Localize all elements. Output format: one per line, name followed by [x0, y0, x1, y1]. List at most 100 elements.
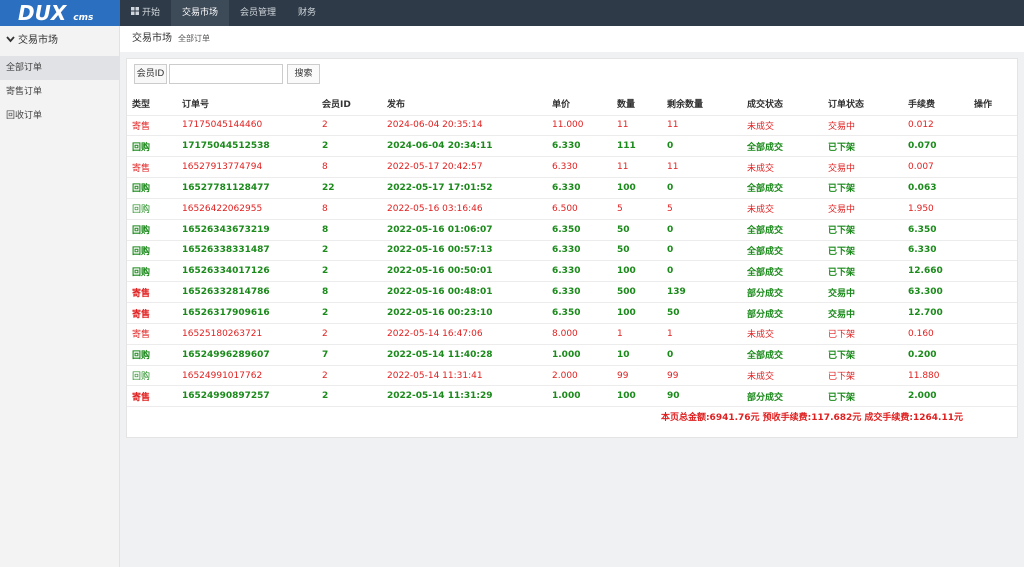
summary: 本页总金额:6941.76元 预收手续费:117.682元 成交手续费:1264…	[660, 413, 963, 423]
cell: 寄售	[127, 115, 177, 137]
column-header: 订单状态	[823, 93, 903, 116]
cell: 0	[662, 177, 742, 199]
cell: 回购	[127, 240, 177, 262]
sidebar-item[interactable]: 寄售订单	[6, 87, 43, 97]
cell: 回购	[127, 365, 177, 387]
cell: 全部成交	[742, 219, 823, 241]
windows-icon	[131, 7, 139, 15]
cell: 12.700	[903, 302, 969, 324]
cell: 寄售	[127, 302, 177, 324]
cell: 回购	[127, 198, 177, 220]
cell: 2	[317, 240, 382, 262]
sidebar-item[interactable]: 全部订单	[0, 56, 119, 80]
cell: 2	[317, 135, 382, 158]
cell: 0	[662, 344, 742, 366]
cell: 99	[662, 365, 742, 387]
cell: 8	[317, 198, 382, 220]
header-row: 类型 订单号 会员ID 发布 单价 数量 剩余数量 成交状态 订单状态 手续费 操作	[127, 93, 1017, 116]
cell: 11.880	[903, 365, 969, 387]
action-cell	[969, 219, 1017, 241]
order-row: 寄售 16524990897257 2 2022-05-14 11:31:29 1.00…	[127, 385, 1017, 408]
cell: 0.200	[903, 344, 969, 366]
cell: 已下架	[823, 385, 903, 408]
cell: 2024-06-04 20:34:11	[382, 135, 547, 158]
cell: 2	[317, 323, 382, 345]
search-label: 会员ID	[134, 64, 167, 84]
cell: 未成交	[742, 198, 823, 220]
cell: 全部成交	[742, 344, 823, 366]
order-row: 回购 16524991017762 2 2022-05-14 11:31:41 2.00…	[127, 365, 1017, 387]
nav-item[interactable]: 交易市场	[171, 0, 230, 26]
nav-item[interactable]: 会员管理	[240, 8, 277, 18]
order-row: 寄售 16527913774794 8 2022-05-17 20:42:57 6.33…	[127, 156, 1017, 179]
action-cell	[969, 156, 1017, 179]
sidebar-item[interactable]: 回收订单	[6, 111, 43, 121]
cell: 寄售	[127, 281, 177, 304]
cell: 寄售	[127, 156, 177, 179]
cell: 99	[612, 365, 662, 387]
order-row: 回购 16527781128477 22 2022-05-17 17:01:52 6.3…	[127, 177, 1017, 199]
cell: 已下架	[823, 135, 903, 158]
cell: 111	[612, 135, 662, 158]
nav-item[interactable]: 财务	[298, 8, 317, 18]
cell: 12.660	[903, 260, 969, 283]
cell: 0	[662, 219, 742, 241]
cell: 已下架	[823, 344, 903, 366]
cell: 0.160	[903, 323, 969, 345]
cell: 2	[317, 365, 382, 387]
cell: 2022-05-16 01:06:07	[382, 219, 547, 241]
cell: 0.007	[903, 156, 969, 179]
cell: 回购	[127, 219, 177, 241]
search-button[interactable]: 搜索	[287, 64, 320, 84]
cell: 100	[612, 260, 662, 283]
cell: 63.300	[903, 281, 969, 304]
column-header: 发布	[382, 93, 547, 116]
cell: 17175045144460	[177, 115, 317, 137]
logo[interactable]: DUX cms	[0, 0, 120, 26]
cell: 2022-05-16 00:23:10	[382, 302, 547, 324]
action-cell	[969, 115, 1017, 137]
cell: 139	[662, 281, 742, 304]
cell: 16526422062955	[177, 198, 317, 220]
breadcrumb: 交易市场 全部订单	[120, 26, 1024, 52]
cell: 2	[317, 385, 382, 408]
cell: 100	[612, 302, 662, 324]
search-input[interactable]	[169, 64, 283, 84]
nav-item[interactable]: 开始	[120, 0, 171, 26]
cell: 1.000	[547, 385, 612, 408]
breadcrumb-title: 交易市场	[132, 33, 172, 44]
breadcrumb-sub: 全部订单	[178, 34, 210, 43]
order-row: 寄售 17175045144460 2 2024-06-04 20:35:14 11.0…	[127, 115, 1017, 137]
cell: 寄售	[127, 323, 177, 345]
cell: 全部成交	[742, 177, 823, 199]
nav: 开始 交易市场 会员管理 财务	[120, 0, 327, 26]
column-header: 成交状态	[742, 93, 823, 116]
cell: 22	[317, 177, 382, 199]
cell: 5	[612, 198, 662, 220]
cell: 50	[612, 240, 662, 262]
cell: 0	[662, 135, 742, 158]
cell: 回购	[127, 260, 177, 283]
sidebar-title[interactable]: 交易市场	[0, 26, 119, 56]
top-bar: DUX cms 开始 交易市场 会员管理 财务	[0, 0, 1024, 26]
cell: 全部成交	[742, 135, 823, 158]
cell: 回购	[127, 177, 177, 199]
cell: 全部成交	[742, 240, 823, 262]
action-cell	[969, 344, 1017, 366]
cell: 2022-05-14 16:47:06	[382, 323, 547, 345]
order-row: 回购 16526334017126 2 2022-05-16 00:50:01 6.33…	[127, 260, 1017, 283]
cell: 0.070	[903, 135, 969, 158]
cell: 11	[612, 115, 662, 137]
cell: 部分成交	[742, 385, 823, 408]
action-cell	[969, 385, 1017, 408]
cell: 交易中	[823, 156, 903, 179]
cell: 11	[662, 115, 742, 137]
action-cell	[969, 281, 1017, 304]
cell: 1.950	[903, 198, 969, 220]
content-panel: 会员ID 搜索 类型 订单号 会员ID 发布 单价 数量 剩余数量 成交状态 订单状态 手续费 操作…	[126, 58, 1018, 438]
cell: 16526338331487	[177, 240, 317, 262]
cell: 16527913774794	[177, 156, 317, 179]
cell: 2	[317, 260, 382, 283]
